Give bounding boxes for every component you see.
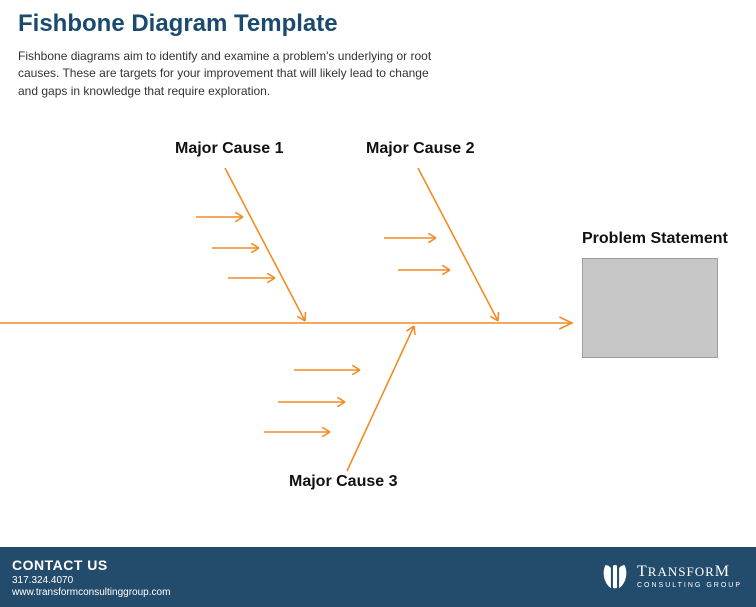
cause-label-1: Major Cause 1 bbox=[175, 140, 283, 158]
page-root: Fishbone Diagram Template Fishbone diagr… bbox=[0, 0, 756, 607]
brand: TRANSFORM CONSULTING GROUP bbox=[601, 561, 742, 591]
contact-phone: 317.324.4070 bbox=[12, 575, 73, 586]
contact-heading: CONTACT US bbox=[12, 557, 108, 573]
footer: CONTACT US 317.324.4070 www.transformcon… bbox=[0, 547, 756, 607]
cause-label-2: Major Cause 2 bbox=[366, 140, 474, 158]
page-description: Fishbone diagrams aim to identify and ex… bbox=[18, 48, 438, 100]
brand-logo-icon bbox=[601, 561, 629, 591]
brand-subtitle: CONSULTING GROUP bbox=[637, 582, 742, 589]
cause-label-3: Major Cause 3 bbox=[289, 473, 397, 491]
brand-text: TRANSFORM CONSULTING GROUP bbox=[637, 564, 742, 589]
brand-name: TRANSFORM bbox=[637, 564, 742, 580]
problem-statement-label: Problem Statement bbox=[582, 230, 728, 248]
problem-statement-box bbox=[582, 258, 718, 358]
page-title: Fishbone Diagram Template bbox=[18, 10, 338, 38]
contact-website: www.transformconsultinggroup.com bbox=[12, 587, 170, 598]
